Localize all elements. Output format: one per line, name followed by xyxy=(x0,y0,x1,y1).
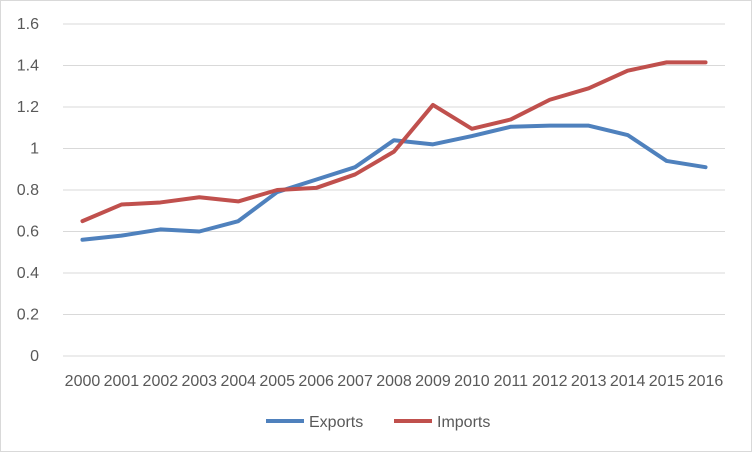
x-tick-label: 2015 xyxy=(649,373,685,390)
x-tick-label: 2006 xyxy=(298,373,334,390)
x-tick-label: 2008 xyxy=(376,373,412,390)
x-tick-label: 2011 xyxy=(494,373,529,390)
y-tick-label: 0.6 xyxy=(17,224,39,241)
y-tick-label: 0 xyxy=(30,348,39,365)
y-axis-ticks: 0 0.2 0.4 0.6 0.8 1 1.2 1.4 1.6 xyxy=(17,16,39,365)
x-axis-ticks: 2000 2001 2002 2003 2004 2005 2006 2007 2008 2009… xyxy=(65,373,724,390)
y-tick-label: 0.2 xyxy=(17,307,39,324)
legend-label-exports: Exports xyxy=(309,414,363,431)
y-tick-label: 1.6 xyxy=(17,16,39,33)
x-tick-label: 2013 xyxy=(571,373,607,390)
x-tick-label: 2003 xyxy=(181,373,217,390)
legend: Exports Imports xyxy=(266,414,490,431)
series-line-exports xyxy=(80,123,708,242)
x-tick-label: 2010 xyxy=(454,373,490,390)
y-tick-label: 0.4 xyxy=(17,265,39,282)
x-tick-label: 2016 xyxy=(688,373,724,390)
x-tick-label: 2014 xyxy=(610,373,646,390)
legend-label-imports: Imports xyxy=(437,414,490,431)
x-tick-label: 2009 xyxy=(415,373,451,390)
series-lines xyxy=(80,60,708,242)
x-tick-label: 2005 xyxy=(259,373,295,390)
gridlines xyxy=(63,23,725,357)
x-tick-label: 2012 xyxy=(532,373,568,390)
y-tick-label: 1.4 xyxy=(17,58,39,75)
x-tick-label: 2000 xyxy=(65,373,101,390)
x-tick-label: 2007 xyxy=(337,373,373,390)
x-tick-label: 2004 xyxy=(220,373,256,390)
y-tick-label: 1.2 xyxy=(17,99,39,116)
y-tick-label: 1 xyxy=(30,141,39,158)
y-tick-label: 0.8 xyxy=(17,182,39,199)
x-tick-label: 2001 xyxy=(104,373,140,390)
x-tick-label: 2002 xyxy=(143,373,179,390)
